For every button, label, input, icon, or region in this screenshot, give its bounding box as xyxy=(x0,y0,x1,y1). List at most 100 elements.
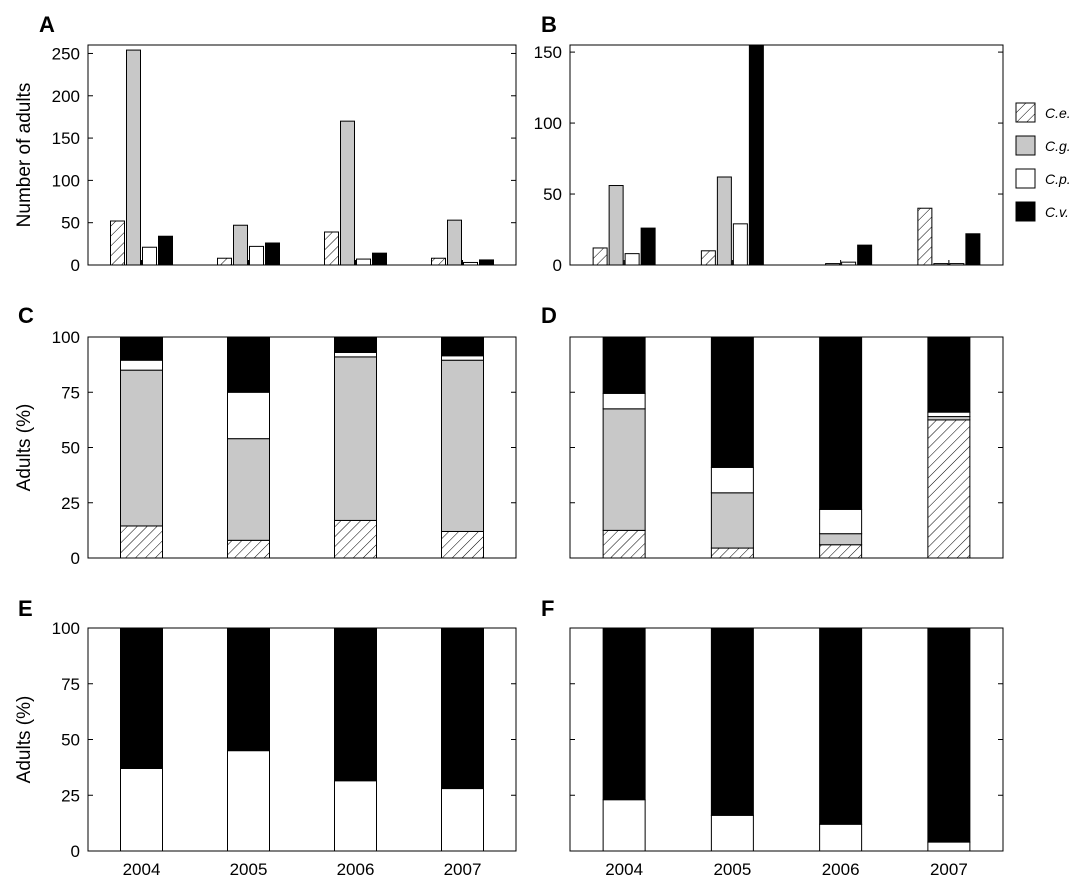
legend-swatch-ce xyxy=(1015,102,1036,123)
legend-label-cp: C.p. xyxy=(1045,171,1071,187)
panel-f: 2004 2005 2006 2007 xyxy=(569,627,1004,879)
bar-a-ce-2005 xyxy=(217,257,232,266)
panel-f-xtick-label: 2006 xyxy=(822,860,860,879)
legend-item-cg: C.g. xyxy=(1015,135,1071,156)
panel-e-ytick-label: 100 xyxy=(52,619,80,638)
panel-b-ytick-label: 0 xyxy=(553,256,562,275)
bar-a-ce-2007 xyxy=(431,257,446,266)
bar-c-cp-2005 xyxy=(227,391,270,440)
bar-a-ce-2006 xyxy=(324,231,339,266)
bar-a-cp-2004 xyxy=(142,246,157,266)
legend-swatch-cg xyxy=(1015,135,1036,156)
panel-c-ylabel: Adults (%) xyxy=(14,404,35,492)
bar-b-ce-2007 xyxy=(917,207,933,266)
bar-b-cg-2007 xyxy=(933,263,949,266)
panel-e-ytick-label: 25 xyxy=(61,786,80,805)
bar-b-ce-2004 xyxy=(592,247,608,266)
bar-c-cp-2004 xyxy=(120,359,163,371)
bar-a-cv-2006 xyxy=(372,252,387,266)
panel-letter-e: E xyxy=(18,596,33,621)
panel-b-ytick-label: 150 xyxy=(534,43,562,62)
panel-e-xtick-label: 2006 xyxy=(337,860,375,879)
panel-b-frame xyxy=(569,44,1004,266)
panel-e-xtick-label: 2005 xyxy=(230,860,268,879)
bar-a-cg-2006 xyxy=(340,120,355,266)
bar-e-cv-2004 xyxy=(120,627,163,769)
bar-a-cg-2004 xyxy=(126,49,141,266)
panel-b-ytick-label: 100 xyxy=(534,114,562,133)
panel-c-ytick-label: 0 xyxy=(71,549,80,568)
panel-a-frame xyxy=(87,44,517,266)
bar-a-cv-2004 xyxy=(158,235,173,266)
bar-d-cp-2005 xyxy=(710,466,754,494)
bar-c-cg-2006 xyxy=(334,356,377,521)
panel-c-ytick-label: 75 xyxy=(61,383,80,402)
bar-a-cv-2007 xyxy=(479,259,494,266)
bar-d-cv-2007 xyxy=(927,336,971,413)
bar-a-cp-2007 xyxy=(463,261,478,266)
bar-c-ce-2006 xyxy=(334,519,377,559)
bar-d-cp-2006 xyxy=(819,508,863,535)
panel-letter-a: A xyxy=(39,12,55,37)
bar-e-cp-2005 xyxy=(227,750,270,852)
bar-d-cp-2007 xyxy=(927,411,971,418)
bar-d-cg-2005 xyxy=(710,492,754,549)
panel-b: 0 50 100 150 xyxy=(534,43,1004,275)
panel-c-ytick-label: 50 xyxy=(61,439,80,458)
bar-c-cg-2005 xyxy=(227,438,270,541)
bar-d-cg-2006 xyxy=(819,533,863,546)
bar-f-cv-2007 xyxy=(927,627,971,843)
bar-b-cg-2005 xyxy=(716,176,732,266)
bar-b-cg-2004 xyxy=(608,185,624,266)
bar-a-cp-2006 xyxy=(356,258,371,266)
bar-c-cg-2004 xyxy=(120,369,163,527)
bar-a-cv-2005 xyxy=(265,242,280,266)
bar-b-cv-2006 xyxy=(857,244,873,266)
panel-a-ytick-label: 250 xyxy=(52,44,80,63)
bar-d-ce-2007 xyxy=(927,419,971,559)
bar-e-cv-2005 xyxy=(227,627,270,752)
bar-c-cv-2004 xyxy=(120,336,163,361)
panel-a-ytick-label: 150 xyxy=(52,129,80,148)
bar-d-ce-2004 xyxy=(602,529,646,559)
legend-label-cv: C.v. xyxy=(1045,204,1069,220)
legend-label-cg: C.g. xyxy=(1045,138,1071,154)
panel-e-xtick-label: 2007 xyxy=(444,860,482,879)
bar-c-cg-2007 xyxy=(441,359,484,532)
bar-c-cv-2005 xyxy=(227,336,270,393)
panel-e-ytick-label: 75 xyxy=(61,675,80,694)
panel-a-ylabel: Number of adults xyxy=(14,83,35,228)
panel-letter-c: C xyxy=(18,303,34,328)
bar-d-cv-2006 xyxy=(819,336,863,510)
panel-a-ytick-label: 50 xyxy=(61,214,80,233)
bar-d-cp-2004 xyxy=(602,392,646,410)
bar-e-cp-2006 xyxy=(334,780,377,852)
bar-d-ce-2006 xyxy=(819,544,863,559)
bar-a-cg-2005 xyxy=(233,224,248,266)
bar-b-cv-2005 xyxy=(748,44,764,266)
legend-swatch-cv xyxy=(1015,201,1036,222)
bar-f-cp-2005 xyxy=(710,814,754,852)
panel-e-xtick-label: 2004 xyxy=(123,860,161,879)
bar-b-cp-2005 xyxy=(732,223,748,266)
bar-c-cp-2006 xyxy=(334,351,377,358)
bar-d-ce-2005 xyxy=(710,547,754,559)
bar-b-cp-2006 xyxy=(841,261,857,266)
bar-a-cg-2007 xyxy=(447,219,462,266)
panel-a: 0 50 100 150 200 250 Number of adults xyxy=(14,44,517,275)
panel-e-ytick-label: 50 xyxy=(61,731,80,750)
panel-e-ytick-label: 0 xyxy=(71,842,80,861)
panel-a-ytick-label: 100 xyxy=(52,171,80,190)
bar-e-cp-2004 xyxy=(120,767,163,852)
bar-c-ce-2005 xyxy=(227,539,270,559)
panel-e: 0 25 50 75 100 2004 2005 2006 2007 Adults (%) xyxy=(14,619,517,879)
legend-swatch-cp xyxy=(1015,168,1036,189)
bar-a-ce-2004 xyxy=(110,220,125,266)
panel-f-xtick-label: 2007 xyxy=(930,860,968,879)
bar-b-cv-2007 xyxy=(965,233,981,266)
bar-f-cp-2007 xyxy=(927,841,971,852)
panel-e-ylabel: Adults (%) xyxy=(14,696,35,784)
legend: C.e. C.g. C.p. C.v. xyxy=(1015,102,1071,222)
